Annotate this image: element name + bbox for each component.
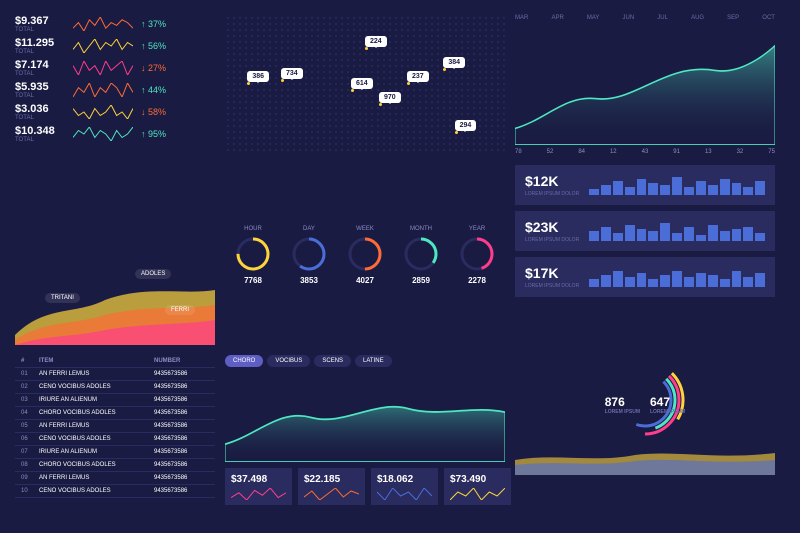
stat-pct: ↓ 27% — [141, 63, 166, 73]
table-row[interactable]: 05AN FERRI LEMUS9435673586 — [15, 420, 215, 433]
series-label: ADOLES — [135, 269, 171, 279]
table-row[interactable]: 09AN FERRI LEMUS9435673586 — [15, 472, 215, 485]
tabbed-chart: CHOROVOCIBUSSCENSLATINE $37.498 $22.185 … — [225, 355, 505, 505]
series-label: TRITANI — [45, 293, 80, 303]
area-chart-top: MARAPRMAYJUNJULAUGSEPOCT 785284124391133… — [515, 15, 775, 155]
stat-row: $11.295TOTAL ↑ 56% — [15, 37, 215, 55]
stat-pct: ↑ 56% — [141, 41, 166, 51]
stat-row: $7.174TOTAL ↓ 27% — [15, 59, 215, 77]
data-table: #ITEMNUMBER 01AN FERRI LEMUS943567358602… — [15, 355, 215, 505]
table-row[interactable]: 04CHORO VOCIBUS ADOLES9435673586 — [15, 407, 215, 420]
kpi-card: $18.062 — [371, 468, 438, 505]
tab[interactable]: VOCIBUS — [267, 355, 310, 367]
stat-value: $10.348 — [15, 125, 65, 137]
gauge: HOUR 7768 — [235, 226, 271, 285]
gauge: YEAR 2278 — [459, 226, 495, 285]
map-pin[interactable]: 384 — [443, 57, 465, 68]
table-row[interactable]: 10CENO VOCIBUS ADOLES9435673586 — [15, 485, 215, 498]
table-row[interactable]: 01AN FERRI LEMUS9435673586 — [15, 368, 215, 381]
map-pin[interactable]: 970 — [379, 92, 401, 103]
table-row[interactable]: 07IRIURE AN ALIENUM9435673586 — [15, 446, 215, 459]
map-pin[interactable]: 237 — [407, 71, 429, 82]
tab[interactable]: LATINE — [355, 355, 392, 367]
map-pin[interactable]: 224 — [365, 36, 387, 47]
gauge-row: HOUR 7768 DAY 3853 WEEK 4027 MONTH 2859 … — [225, 165, 505, 345]
stat-value: $9.367 — [15, 15, 65, 27]
kpi-card: $37.498 — [225, 468, 292, 505]
tab[interactable]: SCENS — [314, 355, 351, 367]
stats-column: $9.367TOTAL ↑ 37% $11.295TOTAL ↑ 56% $7.… — [15, 15, 215, 255]
table-header: #ITEMNUMBER — [15, 355, 215, 368]
stat-row: $10.348TOTAL ↑ 95% — [15, 125, 215, 143]
metric-cards: $12KLOREM IPSUM DOLOR $23KLOREM IPSUM DO… — [515, 165, 775, 345]
stacked-area-chart: ADOLES TRITANI FERRI — [15, 265, 215, 345]
stat-value: $3.036 — [15, 103, 65, 115]
stat-pct: ↓ 58% — [141, 107, 166, 117]
radial-chart: 876LOREM IPSUM647LOREM IPSUM — [515, 355, 775, 505]
stat-row: $9.367TOTAL ↑ 37% — [15, 15, 215, 33]
kpi-card: $73.490 — [444, 468, 511, 505]
stat-pct: ↑ 37% — [141, 19, 166, 29]
metric-card: $17KLOREM IPSUM DOLOR — [515, 257, 775, 297]
stat-value: $11.295 — [15, 37, 65, 49]
series-label: FERRI — [165, 305, 195, 315]
table-row[interactable]: 02CENO VOCIBUS ADOLES9435673586 — [15, 381, 215, 394]
table-row[interactable]: 03IRIURE AN ALIENUM9435673586 — [15, 394, 215, 407]
stat-pct: ↑ 44% — [141, 85, 166, 95]
table-row[interactable]: 06CENO VOCIBUS ADOLES9435673586 — [15, 433, 215, 446]
tab[interactable]: CHORO — [225, 355, 263, 367]
metric-card: $23KLOREM IPSUM DOLOR — [515, 211, 775, 251]
world-map: 386 734 224 614 970 237 384 294 — [225, 15, 505, 155]
map-pin[interactable]: 386 — [247, 71, 269, 82]
table-row[interactable]: 08CHORO VOCIBUS ADOLES9435673586 — [15, 459, 215, 472]
kpi-card: $22.185 — [298, 468, 365, 505]
map-pin[interactable]: 734 — [281, 68, 303, 79]
map-pin[interactable]: 614 — [351, 78, 373, 89]
stat-pct: ↑ 95% — [141, 129, 166, 139]
gauge: DAY 3853 — [291, 226, 327, 285]
metric-card: $12KLOREM IPSUM DOLOR — [515, 165, 775, 205]
stat-row: $5.935TOTAL ↑ 44% — [15, 81, 215, 99]
stat-value: $5.935 — [15, 81, 65, 93]
gauge: WEEK 4027 — [347, 226, 383, 285]
stat-value: $7.174 — [15, 59, 65, 71]
gauge: MONTH 2859 — [403, 226, 439, 285]
map-pin[interactable]: 294 — [455, 120, 477, 131]
stat-row: $3.036TOTAL ↓ 58% — [15, 103, 215, 121]
